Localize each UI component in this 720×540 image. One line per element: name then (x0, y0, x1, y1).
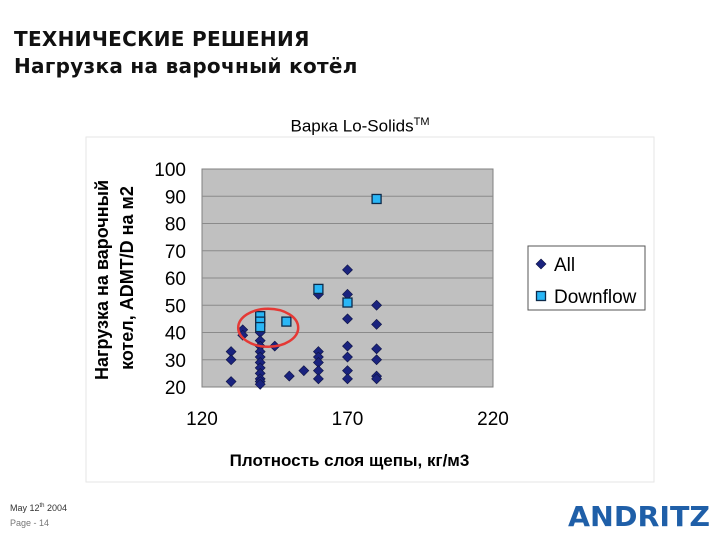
data-point-all (371, 373, 383, 385)
x-tick-label: 120 (186, 409, 218, 430)
andritz-logo-text: ANDRITZ (568, 500, 710, 530)
data-point-all (342, 351, 353, 363)
legend-label: All (554, 255, 575, 276)
data-point-downflow (255, 321, 266, 333)
data-point-downflow (313, 283, 324, 295)
data-point-all (225, 354, 237, 366)
data-point-all (225, 376, 237, 387)
y-tick-label: 60 (165, 269, 186, 290)
y-tick-label: 90 (165, 187, 186, 208)
legend-marker-all (535, 258, 547, 270)
legend-box (527, 245, 646, 311)
data-point-all (342, 373, 353, 385)
data-point-all (371, 343, 383, 355)
slide-title: ТЕХНИЧЕСКИЕ РЕШЕНИЯ Нагрузка на варочный… (14, 26, 358, 80)
data-point-all (312, 373, 324, 385)
data-point-all (254, 378, 266, 390)
data-point-all (342, 313, 353, 325)
footer-date-suffix: 2004 (44, 503, 68, 513)
slide-title-line2: Нагрузка на варочный котёл (14, 54, 358, 78)
data-point-all (371, 354, 383, 366)
footer-date-prefix: May 12 (10, 503, 40, 513)
data-point-all (371, 318, 383, 330)
y-tick-label: 50 (165, 296, 186, 317)
highlight-ellipse (236, 307, 300, 349)
x-tick-label: 170 (332, 409, 364, 430)
data-point-downflow (342, 297, 353, 308)
y-tick-label: 40 (165, 324, 186, 345)
chart-title-trademark: TM (413, 116, 430, 128)
data-point-downflow (281, 316, 292, 327)
andritz-logo: ANDRITZ (568, 500, 710, 530)
y-tick-label: 70 (165, 242, 186, 263)
x-tick-label: 220 (477, 409, 509, 430)
legend-marker-downflow (535, 290, 547, 302)
y-tick-label: 80 (165, 215, 186, 236)
y-tick-label: 100 (154, 160, 186, 181)
data-point-all (342, 264, 353, 276)
chart-title-text: Варка Lo-Solids (290, 116, 414, 136)
y-axis-title-line1: Нагрузка на варочный (92, 180, 112, 380)
y-tick-label: 30 (165, 351, 186, 372)
chart-title: Варка Lo-SolidsTM (0, 116, 720, 137)
x-axis-title: Плотность слоя щепы, кг/м3 (230, 451, 470, 470)
footer-date: May 12th 2004 (10, 503, 67, 513)
data-point-all (283, 370, 295, 382)
data-point-downflow (371, 193, 382, 205)
y-axis-title-line2: котел, ADMT/D на м2 (117, 186, 137, 370)
y-tick-label: 20 (165, 378, 186, 399)
footer-page: Page - 14 (10, 518, 50, 528)
data-point-all (298, 365, 310, 377)
slide-title-line1: ТЕХНИЧЕСКИЕ РЕШЕНИЯ (14, 27, 310, 51)
footer-date-sup: th (39, 503, 45, 509)
data-point-all (342, 340, 353, 352)
legend-label: Downflow (554, 287, 637, 308)
data-point-all (371, 299, 383, 311)
